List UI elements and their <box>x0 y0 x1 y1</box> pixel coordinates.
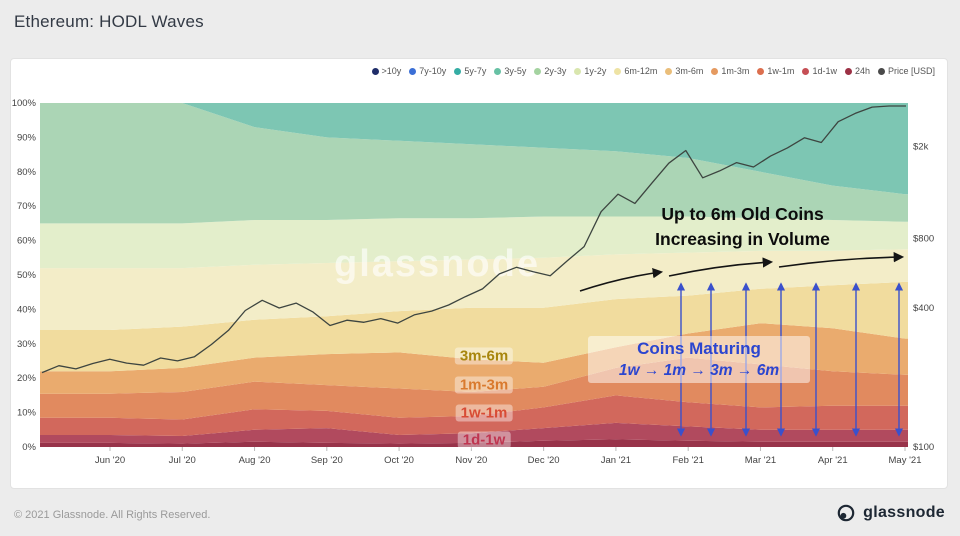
legend-item-24h[interactable]: 24h <box>844 66 870 76</box>
legend-label: Price [USD] <box>887 66 935 76</box>
y-axis-percent-label: 80% <box>17 167 37 178</box>
legend-dot <box>534 67 542 75</box>
legend-label: 1m-3m <box>721 66 750 76</box>
y-axis-price-label: $400 <box>913 303 934 314</box>
price-line <box>41 105 906 374</box>
watermark: glassnode <box>334 243 540 285</box>
legend-item-Price [USD][interactable]: Price [USD] <box>877 66 935 76</box>
legend-item-1d-1w[interactable]: 1d-1w <box>802 66 837 76</box>
legend-item-7y-10y[interactable]: 7y-10y <box>409 66 446 76</box>
legend-label: >10y <box>381 66 402 76</box>
y-axis-percent-label: 40% <box>17 304 37 315</box>
y-axis-price-label: $100 <box>913 442 934 453</box>
legend-label: 6m-12m <box>624 66 658 76</box>
x-axis-label: May '21 <box>889 455 922 466</box>
legend-dot <box>844 67 852 75</box>
legend-label: 1w-1m <box>767 66 795 76</box>
legend-dot <box>711 67 719 75</box>
legend-dot <box>574 67 582 75</box>
annotation-maturing-note: Coins Maturing 1w → 1m → 3m → 6m <box>588 336 810 383</box>
legend-item->10y[interactable]: >10y <box>371 66 402 76</box>
legend-item-1w-1m[interactable]: 1w-1m <box>757 66 794 76</box>
volume-arrow <box>579 267 664 292</box>
y-axis-price-label: $2k <box>913 142 929 153</box>
legend-item-1m-3m[interactable]: 1m-3m <box>711 66 749 76</box>
band-label-1m-3m: 1m-3m <box>454 376 514 394</box>
annotation-maturing-sequence: 1w → 1m → 3m → 6m <box>618 362 780 379</box>
x-axis-label: Apr '21 <box>818 455 848 466</box>
legend-dot <box>454 67 462 75</box>
x-axis-label: Nov '20 <box>455 455 487 466</box>
glassnode-logo-icon <box>836 503 856 523</box>
band-label-1d-1w: 1d-1w <box>457 431 511 449</box>
x-axis-label: Aug '20 <box>239 455 271 466</box>
legend-label: 24h <box>854 66 870 76</box>
legend-label: 7y-10y <box>419 66 447 76</box>
x-axis-label: Oct '20 <box>384 455 414 466</box>
y-axis-percent-label: 90% <box>17 132 37 143</box>
legend-item-3y-5y[interactable]: 3y-5y <box>494 66 526 76</box>
chart-legend: >10y 7y-10y 5y-7y 3y-5y 2y-3y 1y-2y 6m-12m 3m-6… <box>0 66 935 76</box>
legend-item-6m-12m[interactable]: 6m-12m <box>614 66 657 76</box>
legend-dot <box>757 67 765 75</box>
footer-brand-text: glassnode <box>863 504 945 521</box>
band-6m-12m <box>40 281 908 372</box>
legend-dot <box>614 67 622 75</box>
volume-arrow <box>778 251 905 268</box>
y-axis-percent-label: 100% <box>12 98 37 109</box>
legend-label: 1d-1w <box>812 66 837 76</box>
y-axis-percent-label: 70% <box>17 201 37 212</box>
x-axis-label: Jul '20 <box>169 455 196 466</box>
volume-arrow <box>668 257 774 277</box>
annotation-maturing-title: Coins Maturing <box>637 339 761 358</box>
annotation-volume-line2: Increasing in Volume <box>655 229 830 249</box>
footer-copyright: © 2021 Glassnode. All Rights Reserved. <box>14 509 211 521</box>
legend-item-3m-6m[interactable]: 3m-6m <box>665 66 703 76</box>
band-2y-3y <box>40 216 908 269</box>
footer-brand: glassnode <box>836 503 945 523</box>
y-axis-price-label: $800 <box>913 234 934 245</box>
band-3y-5y <box>40 103 908 224</box>
band-5y-7y <box>40 103 908 195</box>
y-axis-percent-label: 50% <box>17 270 37 281</box>
x-axis-label: Dec '20 <box>528 455 560 466</box>
y-axis-percent-label: 30% <box>17 339 37 350</box>
x-axis-label: Mar '21 <box>745 455 776 466</box>
band-1y-2y <box>40 249 908 330</box>
legend-label: 2y-3y <box>544 66 567 76</box>
y-axis-percent-label: 0% <box>22 442 36 453</box>
legend-dot <box>371 67 379 75</box>
band-24h <box>40 439 908 447</box>
y-axis-percent-label: 10% <box>17 408 37 419</box>
x-axis-label: Jan '21 <box>601 455 631 466</box>
band-label-1w-1m: 1w-1m <box>455 404 513 422</box>
legend-label: 3y-5y <box>504 66 527 76</box>
y-axis-percent-label: 20% <box>17 373 37 384</box>
x-axis-label: Jun '20 <box>95 455 125 466</box>
legend-item-2y-3y[interactable]: 2y-3y <box>534 66 566 76</box>
band-1d-1w <box>40 422 908 444</box>
legend-dot <box>409 67 417 75</box>
legend-item-1y-2y[interactable]: 1y-2y <box>574 66 606 76</box>
legend-label: 3m-6m <box>675 66 704 76</box>
legend-dot <box>802 67 810 75</box>
legend-dot <box>665 67 673 75</box>
x-axis-label: Sep '20 <box>311 455 343 466</box>
legend-label: 5y-7y <box>464 66 487 76</box>
page-title: Ethereum: HODL Waves <box>14 12 204 31</box>
legend-label: 1y-2y <box>584 66 607 76</box>
band-label-3m-6m: 3m-6m <box>454 347 514 365</box>
annotation-volume-line1: Up to 6m Old Coins <box>661 204 824 224</box>
band-1w-1m <box>40 395 908 436</box>
legend-item-5y-7y[interactable]: 5y-7y <box>454 66 486 76</box>
legend-dot <box>494 67 502 75</box>
legend-dot <box>877 67 885 75</box>
y-axis-percent-label: 60% <box>17 236 37 247</box>
annotation-volume-note: Up to 6m Old Coins Increasing in Volume <box>600 202 885 252</box>
x-axis-label: Feb '21 <box>672 455 703 466</box>
